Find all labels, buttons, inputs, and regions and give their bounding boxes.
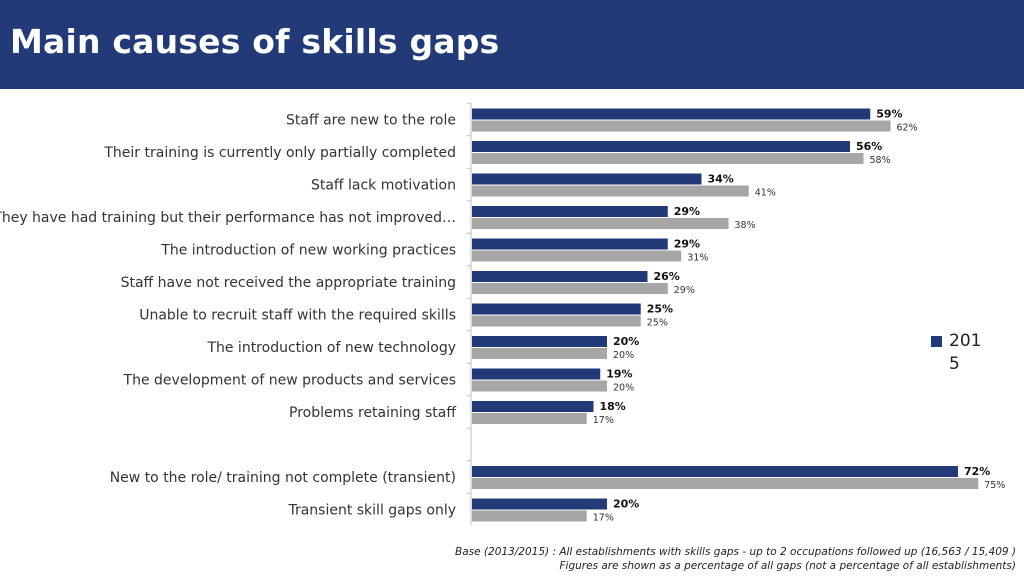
bar-2015 xyxy=(472,173,702,185)
bar-2015 xyxy=(472,108,871,120)
bar-2015 xyxy=(472,336,607,347)
bar-2015 xyxy=(472,238,668,250)
data-label-secondary: 25% xyxy=(647,318,668,329)
bar-secondary xyxy=(472,120,891,132)
page-title: Main causes of skills gaps xyxy=(10,22,500,61)
category-label: Transient skill gaps only xyxy=(287,503,456,519)
data-label-secondary: 38% xyxy=(735,220,756,231)
category-label: The introduction of new technology xyxy=(206,340,456,356)
footnote-note: Figures are shown as a percentage of all… xyxy=(559,560,1016,572)
data-label-secondary: 75% xyxy=(984,480,1005,491)
legend-label-2015: 2015 xyxy=(949,331,982,374)
bar-2015 xyxy=(472,368,601,380)
data-label-secondary: 58% xyxy=(870,155,891,166)
data-label-secondary: 20% xyxy=(613,350,634,361)
bar-secondary xyxy=(472,218,729,229)
bar-secondary xyxy=(472,413,587,424)
bar-secondary xyxy=(472,348,607,359)
data-label-2015: 34% xyxy=(708,173,734,186)
data-label-secondary: 17% xyxy=(593,513,614,524)
category-label: Problems retaining staff xyxy=(289,405,456,421)
bar-secondary xyxy=(472,380,607,392)
bar-2015 xyxy=(472,401,594,412)
bar-secondary xyxy=(472,510,587,522)
data-label-secondary: 41% xyxy=(755,188,776,199)
category-label: Their training is currently only partial… xyxy=(103,145,456,161)
category-label: The development of new products and serv… xyxy=(123,373,456,389)
bar-2015 xyxy=(472,466,958,477)
bar-secondary xyxy=(472,283,668,294)
data-label-secondary: 62% xyxy=(897,123,918,134)
data-label-2015: 72% xyxy=(964,465,990,478)
bar-secondary xyxy=(472,250,682,262)
footnote: Base (2013/2015) : All establishments wi… xyxy=(455,545,1016,573)
category-label: New to the role/ training not complete (… xyxy=(110,470,456,486)
data-label-2015: 20% xyxy=(613,498,639,511)
bar-2015 xyxy=(472,141,850,152)
bar-2015 xyxy=(472,303,641,315)
category-label: The introduction of new working practice… xyxy=(160,243,456,259)
data-label-2015: 25% xyxy=(647,303,673,316)
bar-2015 xyxy=(472,498,607,510)
legend: 2015 xyxy=(931,330,991,376)
category-label: Staff lack motivation xyxy=(311,178,456,194)
category-label: They have had training but their perform… xyxy=(0,210,456,226)
data-label-2015: 29% xyxy=(674,238,700,251)
data-label-secondary: 17% xyxy=(593,415,614,426)
bar-chart: Staff are new to the role 59% 62% Their tra… xyxy=(0,102,1005,525)
data-label-2015: 19% xyxy=(606,368,632,381)
bar-secondary xyxy=(472,315,641,327)
category-label: Staff are new to the role xyxy=(286,113,456,129)
bar-secondary xyxy=(472,185,749,197)
legend-swatch-2015 xyxy=(931,336,942,347)
footnote-base: Base (2013/2015) : All establishments wi… xyxy=(455,546,1016,558)
data-label-2015: 29% xyxy=(674,205,700,218)
bar-secondary xyxy=(472,153,864,164)
bar-secondary xyxy=(472,478,979,489)
data-label-2015: 56% xyxy=(856,140,882,153)
data-label-secondary: 29% xyxy=(674,285,695,296)
data-label-2015: 59% xyxy=(876,108,902,121)
title-bar: Main causes of skills gaps xyxy=(0,0,1024,89)
bar-2015 xyxy=(472,206,668,217)
data-label-secondary: 31% xyxy=(687,253,708,264)
bar-2015 xyxy=(472,271,648,282)
data-label-2015: 18% xyxy=(600,400,626,413)
category-label: Unable to recruit staff with the require… xyxy=(139,308,456,324)
category-label: Staff have not received the appropriate … xyxy=(121,275,456,291)
data-label-2015: 20% xyxy=(613,335,639,348)
data-label-2015: 26% xyxy=(654,270,680,283)
data-label-secondary: 20% xyxy=(613,383,634,394)
